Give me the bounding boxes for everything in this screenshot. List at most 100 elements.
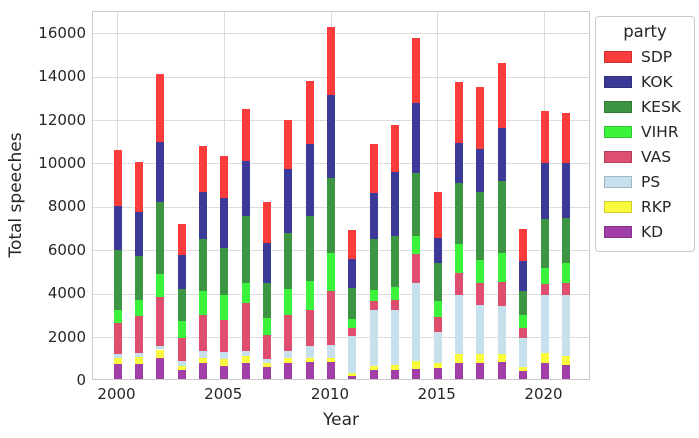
bar-2010-RKP: [327, 357, 335, 362]
bar-2021-KOK: [561, 163, 570, 218]
bar-2017-RKP: [476, 353, 485, 363]
bar-2011-SDP: [348, 230, 357, 260]
y-tick-label-10000: 10000: [38, 153, 86, 172]
bar-2017-KD: [476, 362, 485, 379]
legend-item-VIHR: VIHR: [596, 119, 694, 144]
bar-2012-RKP: [369, 365, 378, 371]
bar-2012-SDP: [369, 144, 378, 193]
x-tick-label-2020: 2020: [524, 385, 563, 403]
bar-2004-VIHR: [198, 291, 207, 316]
x-tick-label-2010: 2010: [310, 385, 350, 403]
bar-2000-KOK: [113, 206, 122, 251]
legend-swatch-KESK: [604, 100, 632, 113]
bar-2018-PS: [497, 306, 506, 354]
gridline-y-14000: [93, 76, 589, 78]
legend-item-RKP: RKP: [596, 194, 694, 219]
bar-2021-PS: [561, 294, 570, 357]
legend-swatch-PS: [604, 175, 632, 188]
bar-2021-KESK: [561, 217, 570, 264]
bar-2004-RKP: [198, 358, 207, 364]
bar-2021-KD: [561, 364, 570, 379]
bar-2005-KOK: [220, 197, 229, 248]
bar-2006-KOK: [241, 160, 250, 217]
bar-2008-RKP: [284, 358, 293, 364]
legend-swatch-KD: [604, 225, 632, 238]
bar-2007-KD: [262, 367, 271, 379]
y-tick-label-16000: 16000: [38, 23, 86, 42]
bar-2003-KESK: [177, 288, 186, 322]
bar-2008-VAS: [284, 314, 293, 351]
bar-2014-KOK: [412, 103, 421, 174]
bar-2000-KD: [113, 364, 122, 379]
bar-2003-RKP: [177, 365, 186, 370]
bar-2002-KESK: [156, 202, 165, 275]
legend-label-KOK: KOK: [641, 72, 673, 91]
bar-2013-VAS: [391, 299, 400, 311]
gridline-y-4000: [93, 293, 589, 295]
y-tick-label-0: 0: [76, 371, 86, 389]
bar-2014-VAS: [412, 254, 421, 283]
legend: party SDP KOK KESK VIHR VAS PS RKP KD: [595, 16, 695, 252]
legend-label-KD: KD: [641, 222, 664, 241]
bar-2002-SDP: [156, 74, 165, 143]
bar-2020-PS: [540, 295, 549, 353]
legend-item-KOK: KOK: [596, 69, 694, 94]
bar-2008-KESK: [284, 232, 293, 289]
bar-2007-PS: [262, 359, 271, 363]
x-tick-label-2015: 2015: [417, 385, 456, 403]
bar-2019-SDP: [519, 229, 528, 262]
bar-2007-KESK: [262, 282, 271, 318]
bar-2019-PS: [519, 337, 528, 368]
bar-2008-KOK: [284, 169, 293, 233]
bar-2004-KESK: [198, 238, 207, 292]
bar-2020-VAS: [540, 283, 549, 296]
bar-2003-PS: [177, 361, 186, 366]
bar-2006-PS: [241, 351, 250, 357]
bar-2018-RKP: [497, 353, 506, 362]
bar-2000-VAS: [113, 322, 122, 355]
bar-2013-KD: [391, 369, 400, 379]
bar-2021-VAS: [561, 282, 570, 295]
bar-2013-KESK: [391, 235, 400, 288]
bar-2000-VIHR: [113, 309, 122, 323]
bar-2001-KESK: [134, 256, 143, 301]
bar-2004-VAS: [198, 315, 207, 352]
bar-2003-VAS: [177, 337, 186, 362]
bar-2020-KOK: [540, 163, 549, 220]
bar-2001-SDP: [134, 161, 143, 212]
bar-2015-RKP: [433, 363, 442, 369]
legend-swatch-SDP: [604, 50, 632, 63]
bar-2007-VAS: [262, 334, 271, 360]
legend-label-PS: PS: [641, 172, 661, 191]
bar-2021-SDP: [561, 113, 570, 164]
bar-2018-KOK: [497, 128, 506, 181]
bar-2004-KD: [198, 363, 207, 379]
legend-label-VIHR: VIHR: [641, 122, 679, 141]
bar-2017-PS: [476, 305, 485, 354]
bar-2007-KOK: [262, 242, 271, 283]
bar-2002-VIHR: [156, 274, 165, 297]
bar-2015-SDP: [433, 191, 442, 238]
bar-2006-VIHR: [241, 282, 250, 303]
bar-2013-PS: [391, 310, 400, 365]
bar-2011-RKP: [348, 372, 357, 376]
bar-2008-KD: [284, 363, 293, 379]
bar-2012-KOK: [369, 192, 378, 240]
gridline-y-12000: [93, 120, 589, 122]
bar-2016-KOK: [455, 143, 464, 183]
bar-2012-VIHR: [369, 290, 378, 302]
bar-2005-KESK: [220, 247, 229, 296]
bar-2015-VAS: [433, 316, 442, 333]
bar-2011-VIHR: [348, 318, 357, 328]
bar-2014-PS: [412, 282, 421, 361]
bar-2018-KESK: [497, 180, 506, 253]
bar-2005-PS: [220, 352, 229, 359]
bar-2017-VAS: [476, 282, 485, 306]
bar-2009-KESK: [305, 216, 314, 282]
bar-2011-KESK: [348, 287, 357, 319]
y-tick-label-8000: 8000: [47, 197, 86, 216]
bar-2012-VAS: [369, 301, 378, 311]
bar-2001-PS: [134, 352, 143, 357]
legend-label-VAS: VAS: [641, 147, 672, 166]
bar-2011-VAS: [348, 327, 357, 337]
